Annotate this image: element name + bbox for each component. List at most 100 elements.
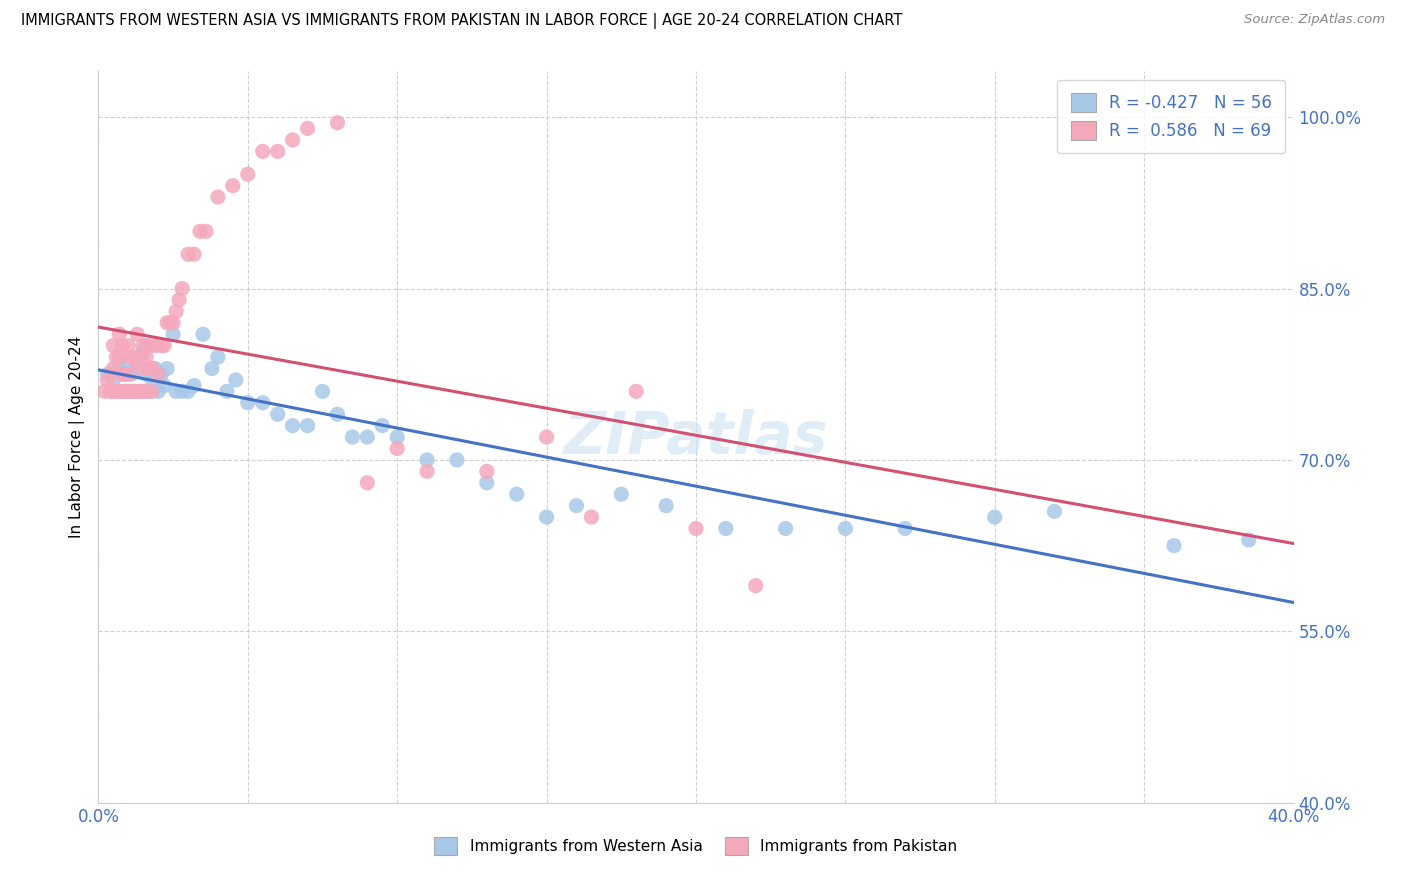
Point bbox=[745, 579, 768, 593]
Point bbox=[141, 384, 163, 399]
Point bbox=[150, 368, 173, 382]
Point bbox=[834, 521, 856, 535]
Point bbox=[143, 361, 166, 376]
Point bbox=[124, 350, 146, 364]
Point bbox=[153, 378, 176, 392]
Point bbox=[132, 361, 155, 376]
Point bbox=[326, 116, 349, 130]
Point bbox=[172, 384, 194, 399]
Point bbox=[117, 356, 139, 370]
Point bbox=[207, 350, 229, 364]
Point bbox=[371, 418, 394, 433]
Point bbox=[117, 338, 139, 352]
Point bbox=[172, 281, 194, 295]
Point bbox=[536, 430, 558, 444]
Point bbox=[191, 327, 214, 342]
Point bbox=[103, 384, 125, 399]
Point bbox=[222, 178, 245, 193]
Point bbox=[103, 338, 125, 352]
Point bbox=[114, 384, 136, 399]
Point bbox=[150, 338, 173, 352]
Point bbox=[236, 167, 259, 181]
Point bbox=[356, 475, 378, 490]
Point bbox=[183, 378, 205, 392]
Point bbox=[153, 338, 176, 352]
Y-axis label: In Labor Force | Age 20-24: In Labor Force | Age 20-24 bbox=[69, 336, 84, 538]
Point bbox=[252, 145, 274, 159]
Legend: Immigrants from Western Asia, Immigrants from Pakistan: Immigrants from Western Asia, Immigrants… bbox=[429, 831, 963, 861]
Point bbox=[225, 373, 247, 387]
Point bbox=[159, 316, 181, 330]
Point bbox=[148, 384, 170, 399]
Point bbox=[281, 133, 304, 147]
Point bbox=[506, 487, 529, 501]
Point bbox=[108, 327, 131, 342]
Point bbox=[148, 368, 170, 382]
Point bbox=[127, 327, 149, 342]
Point bbox=[342, 430, 364, 444]
Point bbox=[162, 327, 184, 342]
Point bbox=[626, 384, 648, 399]
Point bbox=[207, 190, 229, 204]
Point bbox=[1043, 504, 1066, 518]
Point bbox=[267, 407, 290, 421]
Point bbox=[103, 373, 125, 387]
Point bbox=[129, 350, 152, 364]
Point bbox=[685, 521, 707, 535]
Point bbox=[215, 384, 238, 399]
Point bbox=[156, 316, 179, 330]
Point bbox=[297, 121, 319, 136]
Point bbox=[416, 453, 439, 467]
Point bbox=[96, 368, 118, 382]
Point bbox=[93, 384, 115, 399]
Point bbox=[127, 361, 149, 376]
Point bbox=[108, 384, 131, 399]
Point bbox=[156, 361, 179, 376]
Point bbox=[177, 384, 200, 399]
Point bbox=[1163, 539, 1185, 553]
Point bbox=[894, 521, 917, 535]
Point bbox=[311, 384, 333, 399]
Point bbox=[103, 361, 125, 376]
Point bbox=[105, 350, 128, 364]
Point bbox=[114, 368, 136, 382]
Point bbox=[98, 368, 122, 382]
Point bbox=[108, 361, 131, 376]
Point bbox=[141, 361, 163, 376]
Point bbox=[132, 384, 155, 399]
Point bbox=[114, 384, 136, 399]
Point bbox=[124, 384, 146, 399]
Point bbox=[120, 350, 142, 364]
Point bbox=[96, 373, 118, 387]
Point bbox=[127, 356, 149, 370]
Point bbox=[252, 396, 274, 410]
Point bbox=[297, 418, 319, 433]
Point bbox=[581, 510, 603, 524]
Point bbox=[385, 430, 409, 444]
Point bbox=[714, 521, 737, 535]
Point bbox=[135, 384, 157, 399]
Point bbox=[984, 510, 1007, 524]
Point bbox=[356, 430, 378, 444]
Point bbox=[183, 247, 205, 261]
Point bbox=[120, 368, 142, 382]
Point bbox=[120, 384, 142, 399]
Point bbox=[98, 384, 122, 399]
Point bbox=[111, 368, 134, 382]
Point bbox=[167, 293, 190, 307]
Point bbox=[141, 373, 163, 387]
Point bbox=[132, 344, 155, 359]
Text: ZIPatlas: ZIPatlas bbox=[564, 409, 828, 466]
Point bbox=[475, 464, 498, 478]
Point bbox=[385, 442, 409, 456]
Point bbox=[117, 384, 139, 399]
Point bbox=[177, 247, 200, 261]
Point bbox=[536, 510, 558, 524]
Point bbox=[138, 338, 160, 352]
Point bbox=[267, 145, 290, 159]
Point bbox=[188, 224, 211, 238]
Point bbox=[281, 418, 304, 433]
Text: Source: ZipAtlas.com: Source: ZipAtlas.com bbox=[1244, 13, 1385, 27]
Point bbox=[132, 338, 155, 352]
Point bbox=[195, 224, 218, 238]
